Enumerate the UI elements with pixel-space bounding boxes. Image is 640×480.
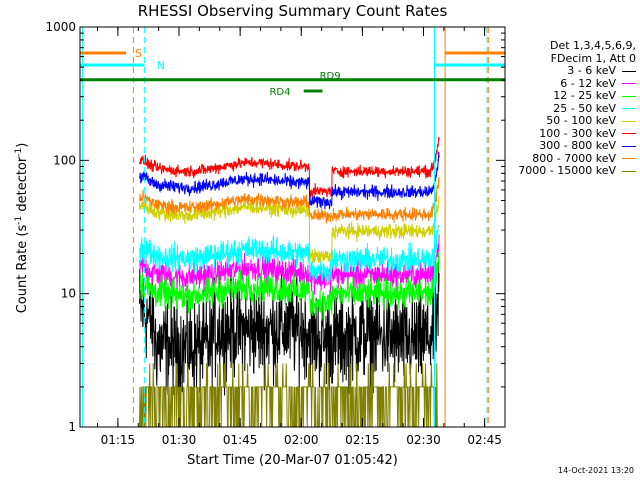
legend-entry: 50 - 100 keV [500,114,636,128]
flag-label-n: N [157,59,165,72]
legend-swatch [622,70,636,72]
flag-label-rd9: RD9 [320,71,341,82]
legend-label: 300 - 800 keV [539,139,616,152]
legend-entry: 6 - 12 keV [500,76,636,91]
y-tick-label: 10 [61,287,76,301]
flag-label-s: S [135,47,142,60]
legend-label: 12 - 25 keV [553,89,616,102]
chart-title: RHESSI Observing Summary Count Rates [137,2,448,20]
legend-swatch [622,145,636,147]
plot-frame [79,26,506,428]
gap-lines [81,27,489,427]
legend-entry: 100 - 300 keV [500,126,636,141]
y-axis-ticks: 1 10 100 1000 [45,20,505,434]
legend-header-line-2: FDecim 1, Att 0 [550,51,636,65]
x-axis-ticks: 01:15 01:30 01:45 02:00 02:15 02:30 02:45 [97,27,506,447]
y-tick-label: 1000 [45,20,76,34]
legend-label: 50 - 100 keV [546,114,616,127]
x-tick-label: 02:45 [467,433,502,447]
legend-swatch [622,95,636,97]
x-tick-label: 01:15 [101,433,136,447]
series-line-800-7000kev [139,177,440,224]
series-line-3-6kev [139,253,440,402]
legend-swatch [622,83,636,85]
flag-bars: S N RD9 RD4 [80,47,505,98]
x-tick-label: 02:30 [406,433,441,447]
legend-entry: 3 - 6 keV [500,64,636,78]
legend-swatch [622,120,636,122]
legend-label: 6 - 12 keV [560,76,616,90]
legend-swatch [622,108,636,110]
legend-entry: 25 - 50 keV [500,101,636,116]
legend-label: 100 - 300 keV [539,126,616,140]
legend-entry: 300 - 800 keV [500,139,636,153]
series-line-12-25kev [139,252,440,321]
x-tick-label: 02:00 [284,433,319,447]
series-line-25-50kev [139,224,440,284]
series-line-300-800kev [139,151,440,210]
legend-entry: 7000 - 15000 keV [500,164,636,178]
y-tick-label: 1 [68,420,76,434]
legend-entry: 800 - 7000 keV [500,151,636,166]
legend-entry: 12 - 25 keV [500,89,636,103]
legend-label: 7000 - 15000 keV [518,164,616,177]
legend-label: 3 - 6 keV [567,64,616,77]
legend: Det 1,3,4,5,6,9, FDecim 1, Att 0 3 - 6 k… [500,39,636,178]
flag-label-rd4: RD4 [269,87,290,98]
y-axis-label: Count Rate (s-1 detector-1) [13,142,31,314]
x-tick-label: 01:45 [223,433,258,447]
series-line-7000-15000-kev [139,362,440,428]
x-axis-label: Start Time (20-Mar-07 01:05:42) [187,453,398,468]
legend-swatch [622,133,636,135]
legend-label: 800 - 7000 keV [532,151,616,165]
legend-swatch [622,170,636,172]
legend-swatch [622,158,636,160]
series-line-100-300kev [139,136,440,199]
x-tick-label: 01:30 [162,433,197,447]
legend-header-line-1: Det 1,3,4,5,6,9, [549,39,636,52]
generated-timestamp: 14-Oct-2021 13:20 [558,466,634,475]
series-layer [139,136,440,428]
x-tick-label: 02:15 [345,433,380,447]
legend-label: 25 - 50 keV [553,101,616,115]
y-tick-label: 100 [53,153,76,167]
